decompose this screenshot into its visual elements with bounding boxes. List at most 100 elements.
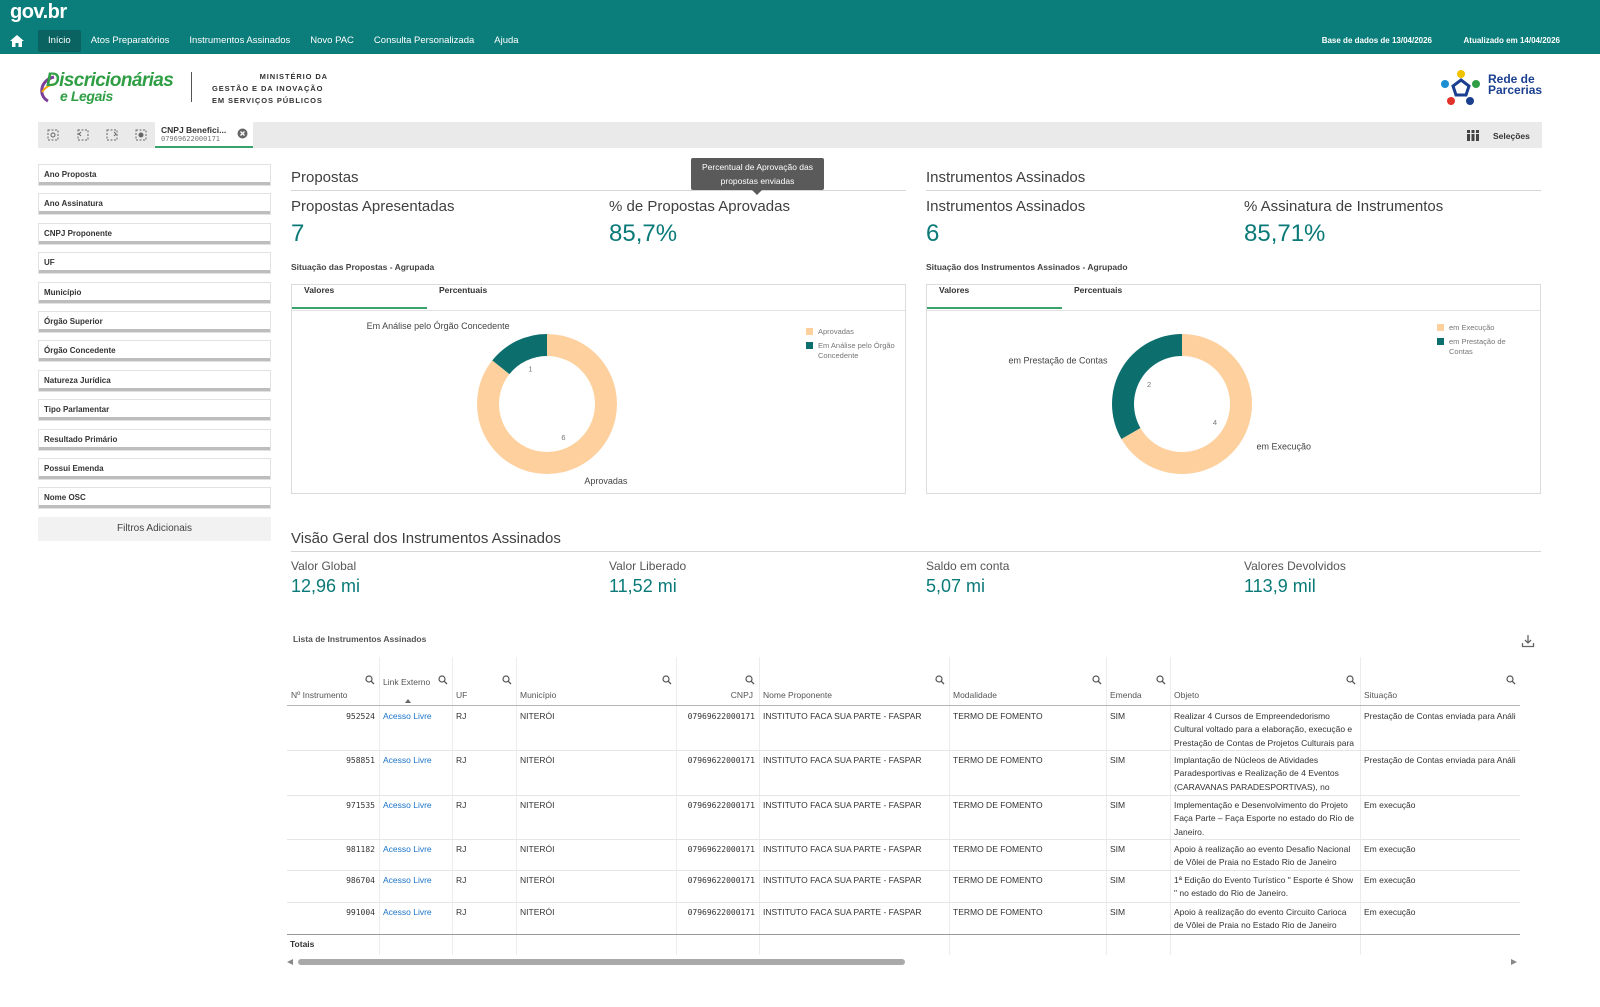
column-search-part	[662, 675, 670, 683]
database-date: Base de dados de 13/04/2026	[1321, 36, 1432, 45]
selections-button[interactable]: Seleções	[1493, 131, 1530, 141]
column-search[interactable]	[438, 675, 448, 685]
nav-item[interactable]: Novo PAC	[310, 35, 354, 46]
table-link[interactable]: Acesso Livre	[383, 800, 432, 810]
table-cell: Em execução	[1364, 800, 1416, 810]
kpi-value: 7	[291, 220, 305, 247]
partner-logo-icon-part	[1451, 78, 1471, 97]
table-cell: TERMO DE FOMENTO	[953, 711, 1043, 721]
table-cell: 971535	[346, 801, 375, 810]
table-link[interactable]: Acesso Livre	[383, 755, 432, 765]
scroll-right[interactable]	[1511, 959, 1517, 965]
chart-panel: Valores Percentuais 4 em Execução 2 em Presta…	[926, 284, 1541, 494]
column-search[interactable]	[1092, 675, 1102, 685]
home-icon[interactable]	[9, 34, 25, 48]
column-header[interactable]: UF	[456, 690, 468, 700]
legend-item[interactable]: Em Análise pelo Órgão Concedente	[806, 341, 902, 361]
column-search[interactable]	[745, 675, 755, 685]
toolbar-button[interactable]	[45, 127, 61, 143]
clear-selection-part	[240, 131, 245, 136]
table-cell: SIM	[1110, 907, 1126, 917]
column-header[interactable]: Situação	[1364, 690, 1398, 700]
scroll-left[interactable]	[287, 959, 293, 965]
filter-box[interactable]: UF	[38, 252, 271, 275]
chart-tab[interactable]: Valores	[927, 285, 1062, 309]
table-cell: NITERÓI	[520, 800, 555, 810]
legend-item[interactable]: em Execução	[1437, 323, 1533, 333]
filter-box[interactable]: Órgão Concedente	[38, 340, 271, 363]
column-header[interactable]: Modalidade	[953, 690, 997, 700]
nav-item[interactable]: Início	[38, 30, 81, 52]
download-button[interactable]	[1521, 634, 1535, 648]
chart-legend: Aprovadas Em Análise pelo Órgão Concedent…	[806, 327, 902, 365]
table-cell: NITERÓI	[520, 875, 555, 885]
chart-tab[interactable]: Valores	[292, 285, 427, 309]
legend-item[interactable]: em Prestação de Contas	[1437, 337, 1533, 357]
filter-box[interactable]: Ano Assinatura	[38, 193, 271, 216]
selection-chip[interactable]: CNPJ Benefici... 07969622000171	[155, 122, 253, 148]
column-header[interactable]: Município	[520, 690, 557, 700]
tooltip-arrow-part	[752, 190, 762, 195]
filter-box[interactable]: Ano Proposta	[38, 164, 271, 186]
chart-tab[interactable]: Percentuais	[439, 285, 488, 295]
nav-item[interactable]: Ajuda	[494, 35, 519, 46]
filter-box[interactable]: Tipo Parlamentar	[38, 399, 271, 422]
column-search[interactable]	[1506, 675, 1516, 685]
table-link[interactable]: Acesso Livre	[383, 844, 432, 854]
column-search[interactable]	[1346, 675, 1356, 685]
header-rule	[287, 705, 1520, 706]
kpi-value: 85,71%	[1244, 220, 1326, 247]
table-link[interactable]: Acesso Livre	[383, 711, 432, 721]
selections-icon[interactable]	[1467, 130, 1479, 141]
column-divider	[379, 657, 380, 955]
table-link[interactable]: Acesso Livre	[383, 875, 432, 885]
filter-box[interactable]: Nome OSC	[38, 487, 271, 510]
table-cell: NITERÓI	[520, 755, 555, 765]
nav-item[interactable]: Instrumentos Assinados	[189, 35, 291, 46]
table-cell: NITERÓI	[520, 711, 555, 721]
filter-box[interactable]: Possui Emenda	[38, 458, 271, 480]
instruments-table: Nº Instrumento Link Externo UF Município CNP…	[287, 657, 1520, 957]
chart-tab[interactable]: Percentuais	[1074, 285, 1123, 295]
column-search[interactable]	[365, 675, 375, 685]
legend-item[interactable]: Aprovadas	[806, 327, 902, 337]
table-cell: 991004	[346, 908, 375, 917]
table-cell: INSTITUTO FACA SUA PARTE - FASPAR	[763, 844, 922, 854]
row-rule	[287, 839, 1520, 840]
column-header[interactable]: CNPJ	[730, 690, 753, 700]
table-link[interactable]: Acesso Livre	[383, 907, 432, 917]
column-header[interactable]: Link Externo	[383, 677, 431, 687]
toolbar-button[interactable]	[75, 127, 91, 143]
chart-title: Situação dos Instrumentos Assinados - Ag…	[926, 262, 1128, 272]
clear-selection[interactable]	[237, 128, 248, 139]
ministry-text: EM SERVIÇOS PÚBLICOS	[212, 96, 323, 105]
table-cell: NITERÓI	[520, 907, 555, 917]
scroll-thumb[interactable]	[298, 959, 905, 965]
column-search[interactable]	[502, 675, 512, 685]
filter-box[interactable]: Município	[38, 281, 271, 304]
column-header[interactable]: Objeto	[1174, 690, 1200, 700]
filter-label: CNPJ Proponente	[44, 228, 113, 238]
nav-item[interactable]: Atos Preparatórios	[90, 35, 170, 46]
column-search[interactable]	[662, 675, 672, 685]
column-header[interactable]: Emenda	[1110, 690, 1142, 700]
filter-box[interactable]: CNPJ Proponente	[38, 222, 271, 245]
horizontal-scrollbar[interactable]	[287, 957, 1520, 967]
row-rule	[287, 795, 1520, 796]
toolbar-button[interactable]	[133, 127, 149, 143]
column-header[interactable]: Nº Instrumento	[291, 690, 348, 700]
column-search[interactable]	[935, 675, 945, 685]
additional-filters[interactable]: Filtros Adicionais	[38, 517, 271, 541]
row-rule	[287, 902, 1520, 903]
filter-box[interactable]: Natureza Jurídica	[38, 369, 271, 392]
legend-swatch	[1437, 338, 1444, 345]
filter-bar	[39, 505, 270, 509]
nav-item[interactable]: Consulta Personalizada	[373, 35, 475, 46]
filter-box[interactable]: Órgão Superior	[38, 311, 271, 333]
filter-box[interactable]: Resultado Primário	[38, 428, 271, 451]
tooltip-arrow	[752, 190, 762, 195]
chart-legend: em Execução em Prestação de Contas	[1437, 323, 1533, 361]
toolbar-button[interactable]	[104, 127, 120, 143]
column-header[interactable]: Nome Proponente	[763, 690, 832, 700]
column-search[interactable]	[1156, 675, 1166, 685]
